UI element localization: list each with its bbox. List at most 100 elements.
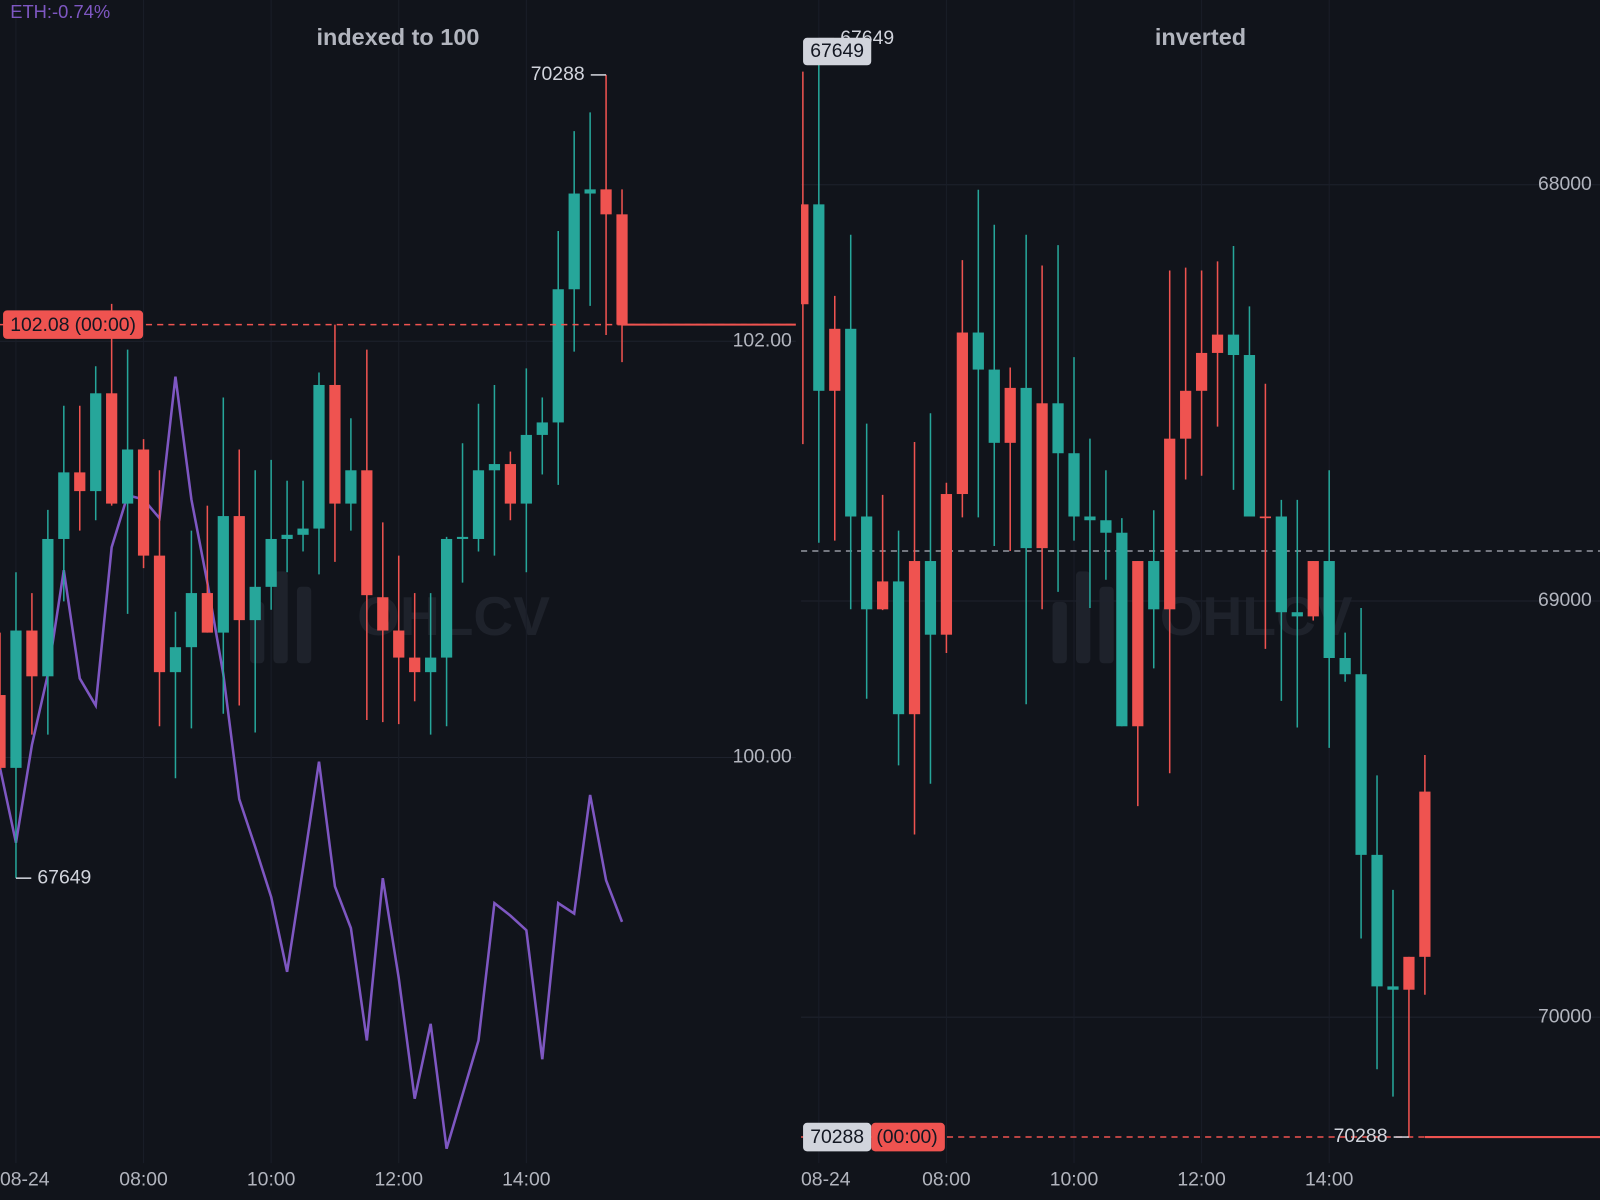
candle-body [90, 393, 102, 492]
candle-body [1084, 516, 1096, 521]
candle-body [600, 189, 612, 215]
price-label: 70288 [810, 1126, 864, 1148]
chart-title: inverted [1155, 24, 1246, 50]
price-label-box [3, 310, 144, 339]
candle-body [1180, 390, 1192, 439]
candle-body [1132, 561, 1144, 727]
watermark-icon [273, 571, 288, 664]
candle-body [1387, 986, 1399, 990]
candle-body [1243, 355, 1256, 517]
low-label-box [803, 37, 872, 66]
candle-body [265, 538, 277, 587]
candle-body [456, 536, 469, 539]
candle-body [1323, 561, 1335, 659]
watermark-icon [1076, 571, 1091, 664]
candle-body [0, 695, 6, 768]
watermark-text: OHLCV [357, 585, 550, 647]
y-tick-label: 100.00 [733, 746, 792, 768]
candle-body [153, 555, 166, 673]
candle-body [1100, 520, 1112, 533]
candle-body [329, 384, 341, 504]
x-tick-label: 08:00 [922, 1169, 971, 1191]
candle-body [1211, 334, 1224, 353]
candle-body [137, 449, 150, 556]
price-countdown: (00:00) [75, 314, 136, 336]
candle-body [249, 586, 261, 621]
y-tick-label: 102.00 [733, 329, 792, 351]
watermark-icon [1099, 586, 1114, 664]
candle-body [377, 597, 389, 631]
candle-body [1148, 561, 1160, 610]
candle-body [393, 630, 405, 658]
plot: OHLCV [0, 0, 796, 1164]
candle-body [361, 470, 373, 596]
candle-body [169, 647, 182, 673]
x-tick-label: 08:00 [119, 1169, 168, 1191]
candle-body [440, 538, 453, 658]
candle-body [488, 464, 501, 471]
candle-body [1036, 403, 1048, 549]
candle-body [1195, 352, 1208, 391]
candle-body [1164, 438, 1176, 610]
candle-body [829, 328, 841, 391]
candle-body [1275, 516, 1287, 613]
candle-body [892, 581, 905, 715]
x-tick-label: 14:00 [1305, 1169, 1354, 1191]
y-tick-label: 69000 [1538, 589, 1592, 611]
price-label: 102.08 [10, 314, 69, 336]
candle-body [58, 472, 70, 539]
candle-body [1004, 387, 1016, 443]
compare-legend: ETH:-0.74% [10, 1, 110, 22]
candle-body [472, 470, 485, 539]
candle-body [201, 593, 213, 633]
candle-body [26, 630, 38, 677]
countdown-box [871, 1122, 945, 1152]
candle-body [940, 494, 953, 635]
x-tick-label: 10:00 [247, 1169, 296, 1191]
candle-body [297, 528, 309, 535]
candle-body [425, 657, 437, 673]
candle-body [1339, 658, 1351, 675]
high-label: 70288 [531, 63, 585, 85]
x-tick-label: 08-24 [0, 1169, 50, 1191]
x-tick-label: 10:00 [1050, 1169, 1099, 1191]
x-tick-label: 14:00 [502, 1169, 551, 1191]
candle-body [185, 593, 198, 648]
candle-body [568, 193, 580, 290]
candle-body [1020, 387, 1032, 549]
candle-body [1419, 791, 1431, 957]
candle-body [313, 384, 325, 529]
candle-body [233, 516, 245, 621]
candle-body [924, 561, 937, 635]
candle-body [801, 204, 809, 305]
candle-body [536, 422, 548, 435]
x-tick-label: 12:00 [374, 1169, 423, 1191]
x-tick-label: 08-24 [801, 1169, 851, 1191]
candle-body [908, 561, 921, 715]
candle-body [1403, 956, 1415, 990]
candle-body [956, 332, 968, 495]
candle-body [520, 434, 532, 504]
candle-body [552, 289, 564, 423]
candle-body [74, 472, 86, 492]
candle-body [106, 393, 118, 504]
watermark-icon [296, 586, 312, 664]
candle-body [281, 534, 293, 539]
chart-title: indexed to 100 [316, 24, 479, 50]
x-tick-label: 12:00 [1177, 1169, 1226, 1191]
watermark: OHLCV [250, 571, 550, 664]
candle-body [1307, 561, 1319, 617]
candle-body [10, 630, 22, 768]
candle-body [42, 538, 54, 677]
candle-body [813, 204, 825, 391]
candle-body [345, 470, 357, 504]
watermark-text: OHLCV [1160, 585, 1353, 647]
candle-body [1116, 532, 1128, 727]
candle-body [1291, 612, 1303, 617]
candle-body [1052, 403, 1064, 454]
price-label-box [803, 1122, 872, 1152]
candle-body [861, 516, 873, 610]
candle-body [1259, 516, 1272, 519]
